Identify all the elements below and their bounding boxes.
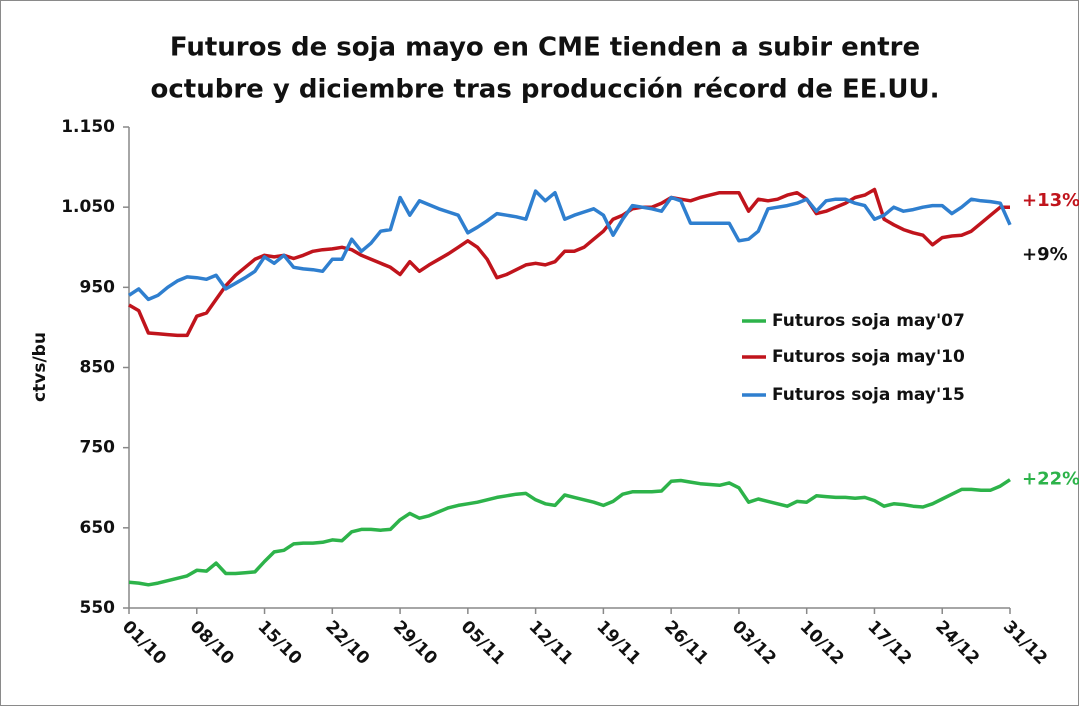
series-line <box>128 189 1012 302</box>
chart-title: Futuros de soja mayo en CME tienden a su… <box>170 33 920 63</box>
series-line <box>128 478 1011 587</box>
series-line <box>128 187 1010 338</box>
chart-title: octubre y diciembre tras producción réco… <box>151 75 940 105</box>
y-axis-label: ctvs/bu <box>30 332 50 402</box>
annotation: +9% <box>1022 244 1068 265</box>
legend-label: Futuros soja may'10 <box>772 347 965 367</box>
annotation: +13% <box>1022 190 1079 211</box>
annotation: +22% <box>1022 469 1079 490</box>
legend-label: Futuros soja may'15 <box>772 385 965 405</box>
y-tick-label: 550 <box>80 598 116 618</box>
y-tick-label: 750 <box>80 438 116 458</box>
y-tick-label: 650 <box>80 518 116 538</box>
y-tick-label: 1.050 <box>61 197 115 217</box>
y-tick-label: 850 <box>80 358 116 378</box>
y-tick-label: 950 <box>80 277 116 297</box>
legend-label: Futuros soja may'07 <box>772 311 965 331</box>
y-tick-label: 1.150 <box>61 117 115 137</box>
